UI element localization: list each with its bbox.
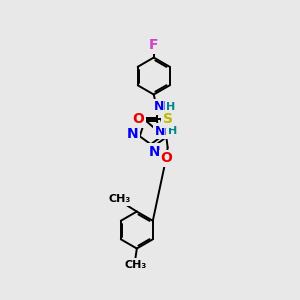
Text: O: O [160,151,172,165]
Text: CH₃: CH₃ [124,260,146,270]
Text: F: F [149,38,158,52]
Text: CH₃: CH₃ [109,194,131,204]
Text: N: N [149,145,160,158]
Text: N: N [126,127,138,141]
Text: O: O [132,112,144,126]
Text: H: H [166,102,175,112]
Text: NH: NH [155,125,176,138]
Text: S: S [163,112,173,126]
Text: H: H [168,127,177,136]
Text: NH: NH [153,100,174,113]
